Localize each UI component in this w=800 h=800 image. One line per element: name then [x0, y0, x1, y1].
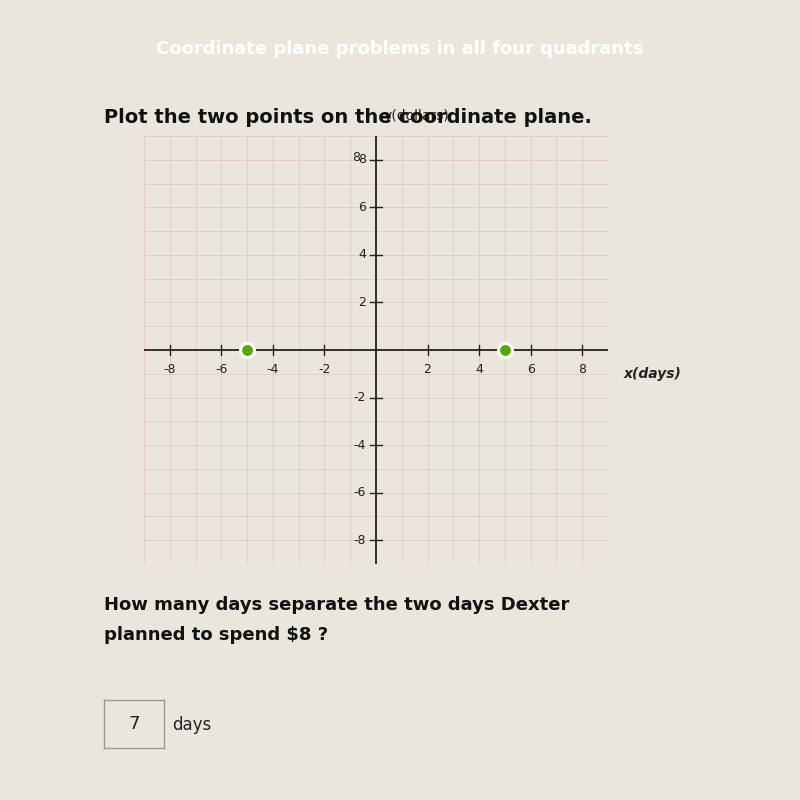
Text: days: days: [172, 716, 211, 734]
Text: planned to spend $8 ?: planned to spend $8 ?: [104, 626, 328, 643]
Text: 7: 7: [128, 715, 140, 733]
Text: -8: -8: [354, 534, 366, 546]
Text: 2: 2: [424, 363, 431, 376]
Text: -4: -4: [354, 438, 366, 452]
Text: 8: 8: [353, 151, 361, 164]
Text: 8: 8: [578, 363, 586, 376]
Text: -6: -6: [215, 363, 227, 376]
Text: 2: 2: [358, 296, 366, 309]
Text: 8: 8: [358, 154, 366, 166]
Text: 4: 4: [358, 248, 366, 262]
Text: Plot the two points on the coordinate plane.: Plot the two points on the coordinate pl…: [104, 108, 592, 127]
Text: 6: 6: [358, 201, 366, 214]
Text: 6: 6: [526, 363, 534, 376]
Text: -6: -6: [354, 486, 366, 499]
Text: y(dollars): y(dollars): [384, 109, 450, 123]
Text: How many days separate the two days Dexter: How many days separate the two days Dext…: [104, 596, 570, 614]
Text: 4: 4: [475, 363, 483, 376]
Text: -8: -8: [163, 363, 176, 376]
Text: -2: -2: [318, 363, 330, 376]
Text: Coordinate plane problems in all four quadrants: Coordinate plane problems in all four qu…: [156, 40, 644, 58]
Text: x(days): x(days): [623, 366, 682, 381]
Text: -4: -4: [266, 363, 279, 376]
Text: -2: -2: [354, 391, 366, 404]
